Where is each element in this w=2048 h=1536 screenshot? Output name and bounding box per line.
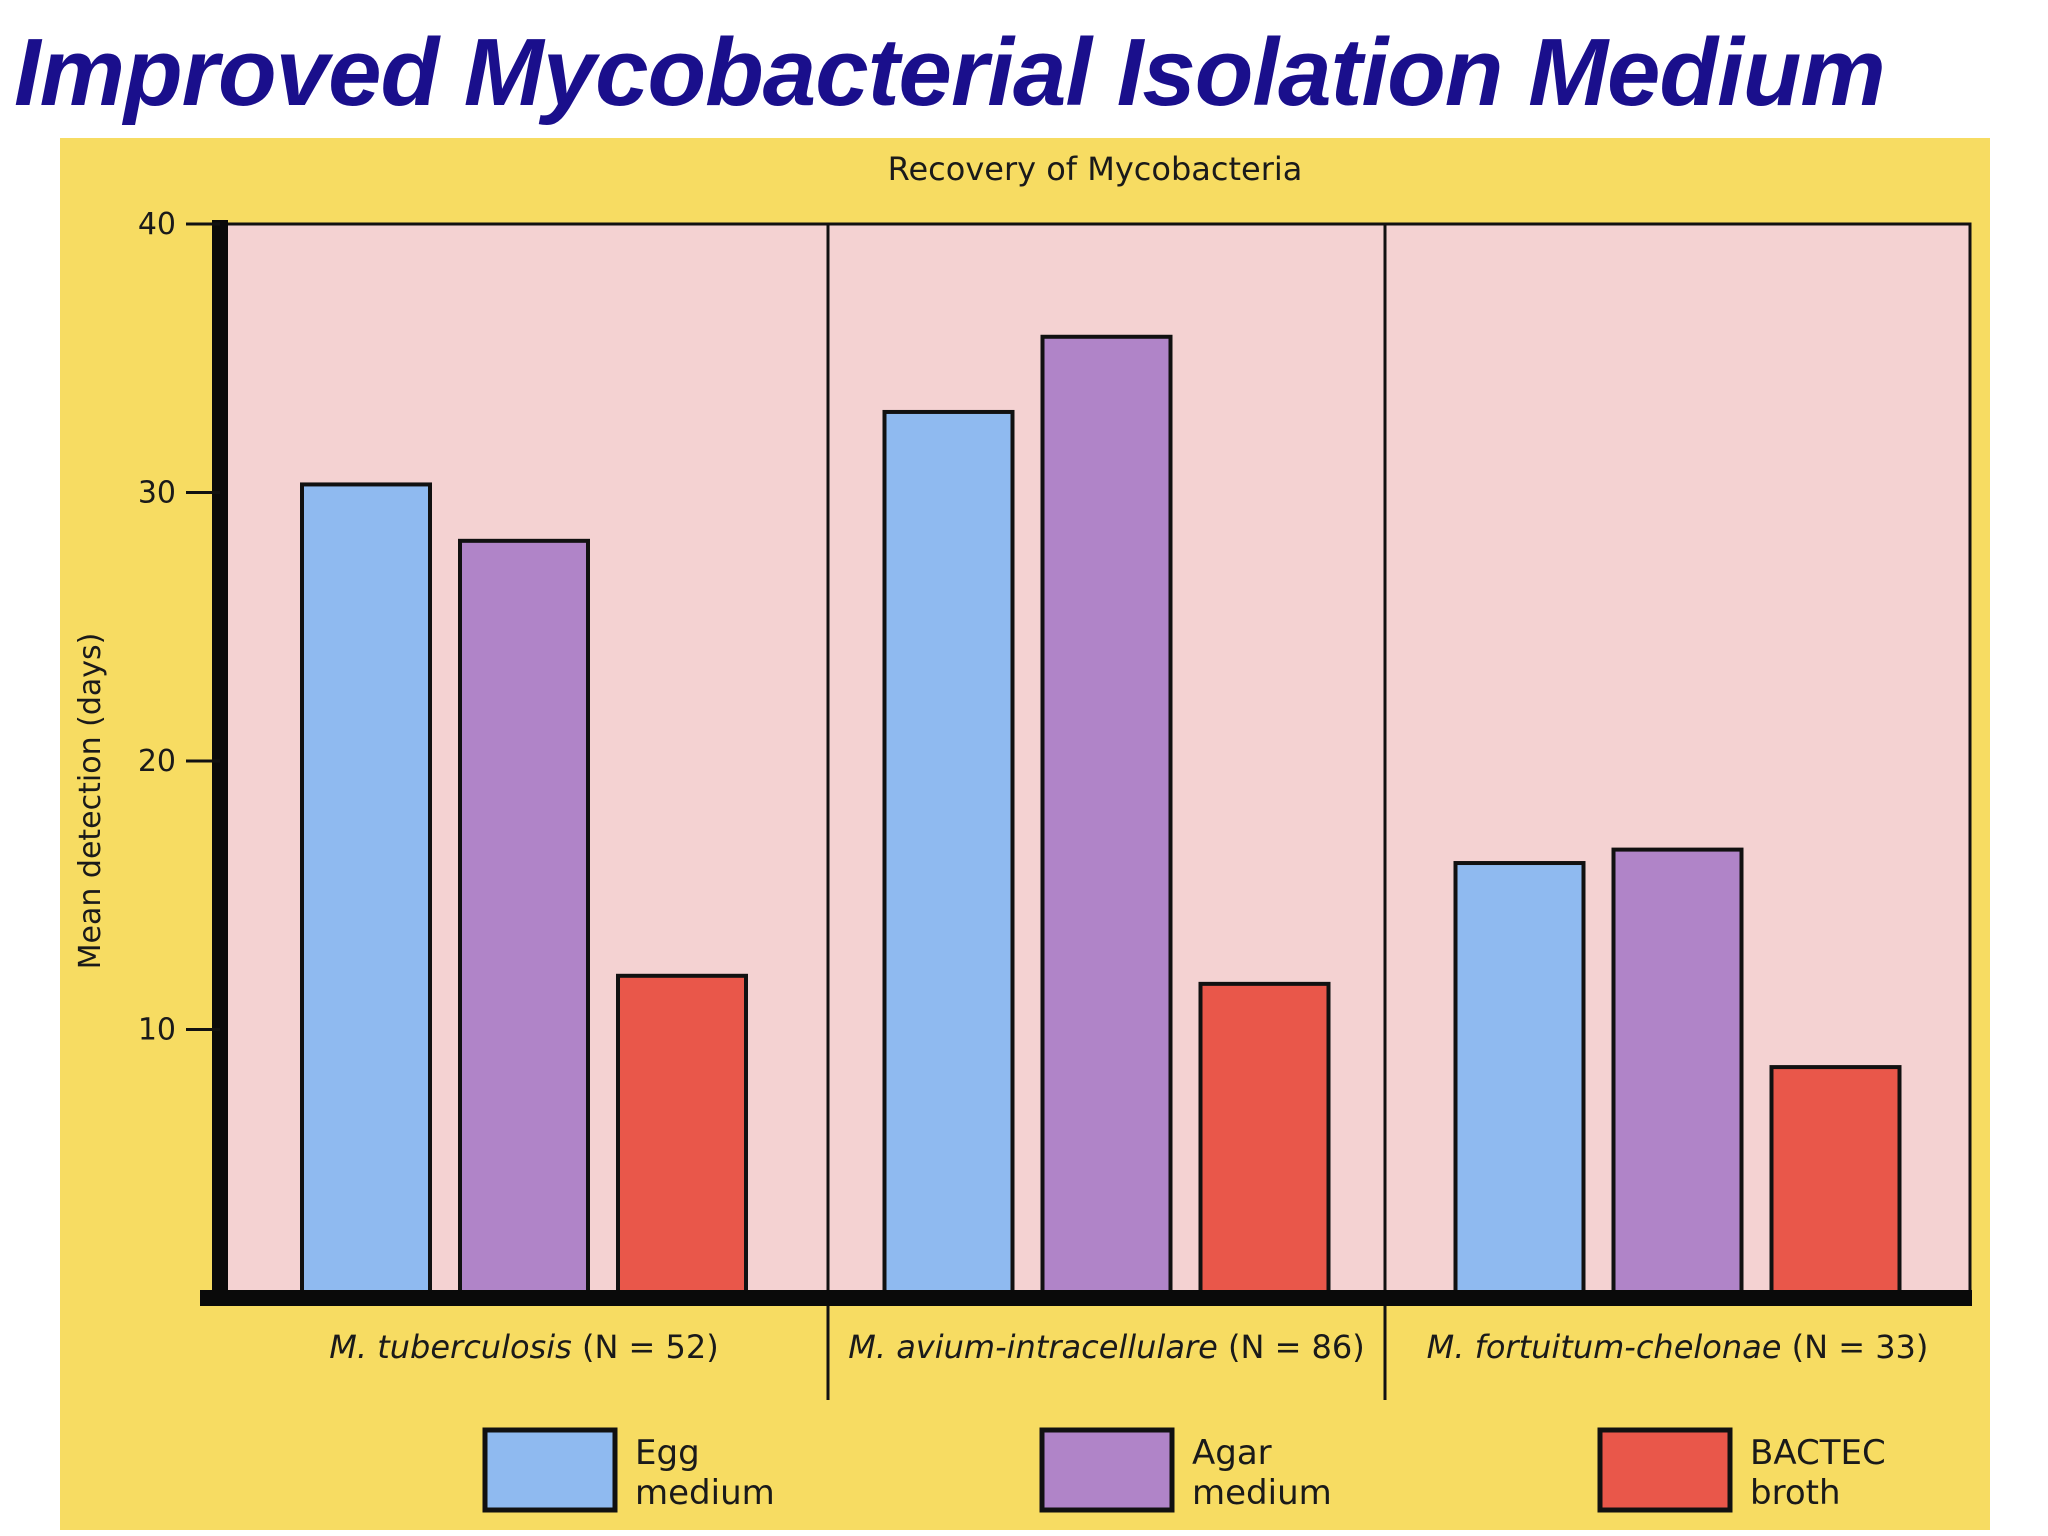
category-label-3: M. fortuitum-chelonae (N = 33): [1427, 1328, 1929, 1366]
bar-3-2: [1611, 847, 1744, 1300]
y-ticks-layer: 10 20 30 40: [138, 207, 220, 1048]
bar-2-1: [882, 409, 1015, 1300]
y-tick-label: 40: [138, 207, 176, 242]
category-count: (N = 86): [1228, 1328, 1365, 1366]
category-count: (N = 52): [582, 1328, 719, 1366]
slide-title: Improved Mycobacterial Isolation Medium: [14, 19, 1886, 126]
chart-figure: 10 20 30 40 Recovery of Mycobacteria Mean d…: [60, 138, 1990, 1530]
category-species: M. avium-intracellulare: [848, 1328, 1228, 1366]
category-label-2: M. avium-intracellulare (N = 86): [848, 1328, 1365, 1366]
bar-1-2: [458, 538, 590, 1300]
legend-label-3: broth: [1750, 1473, 1841, 1513]
bar-3-3: [1769, 1065, 1902, 1301]
legend-label-1: Egg: [635, 1433, 700, 1473]
bar-1-3: [616, 973, 748, 1300]
legend-label-1: medium: [635, 1473, 775, 1513]
bar-3-1: [1453, 861, 1586, 1301]
bars-layer: [300, 334, 1902, 1301]
category-species: M. tuberculosis: [329, 1328, 582, 1366]
bar-1-1: [300, 482, 432, 1300]
legend-swatch-2: [1039, 1427, 1175, 1513]
legend-swatch-1: [482, 1427, 618, 1513]
category-species: M. fortuitum-chelonae: [1427, 1328, 1792, 1366]
chart-title: Recovery of Mycobacteria: [888, 150, 1303, 188]
category-label-1: M. tuberculosis (N = 52): [329, 1328, 718, 1366]
legend-swatch-3: [1597, 1427, 1733, 1513]
legend-label-2: Agar: [1192, 1433, 1272, 1473]
y-tick-label: 10: [138, 1013, 176, 1048]
bar-2-3: [1198, 981, 1331, 1300]
group-dividers: [826, 224, 1387, 1400]
y-tick-label: 30: [138, 476, 176, 511]
bar-2-2: [1040, 334, 1173, 1300]
legend-label-3: BACTEC: [1750, 1433, 1886, 1473]
bar-chart: 10 20 30 40 Recovery of Mycobacteria Mean d…: [73, 150, 1972, 1513]
y-tick-label: 20: [138, 744, 176, 779]
legend-label-2: medium: [1192, 1473, 1332, 1513]
category-count: (N = 33): [1792, 1328, 1929, 1366]
y-axis-title: Mean detection (days): [73, 633, 108, 970]
category-labels: M. tuberculosis (N = 52) M. avium-intrace…: [329, 1328, 1928, 1366]
